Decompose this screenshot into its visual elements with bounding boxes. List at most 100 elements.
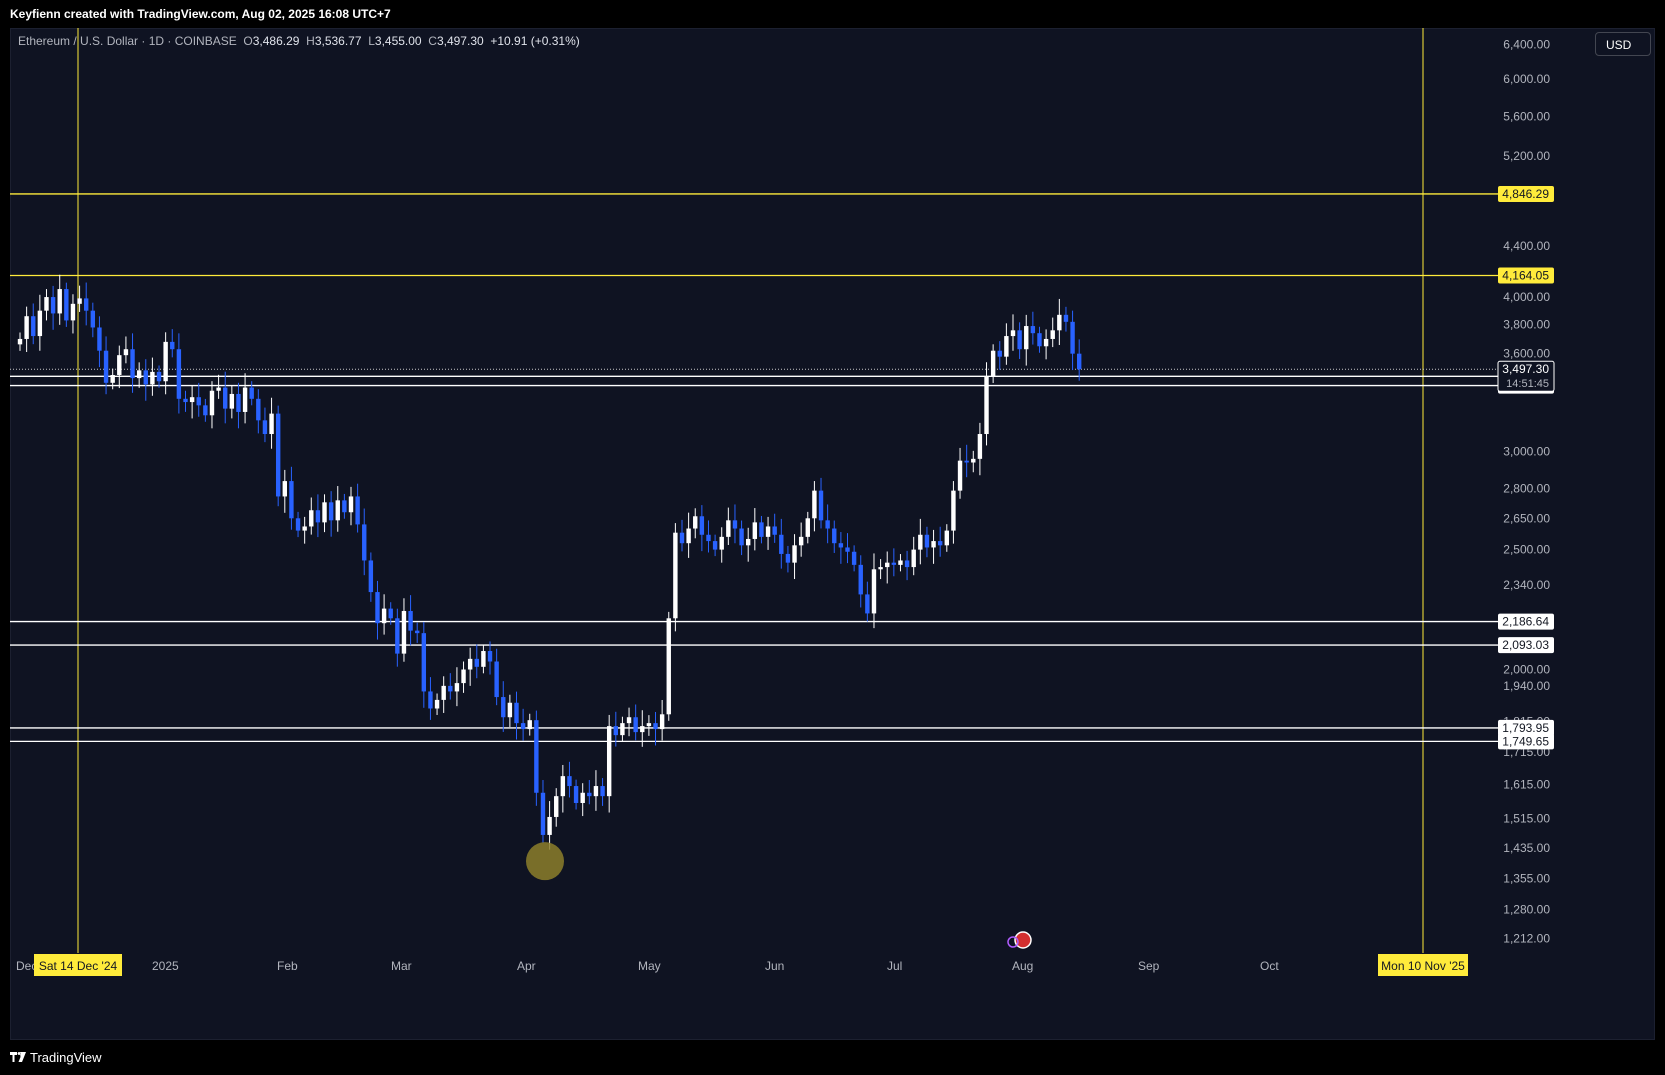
candle: [1057, 298, 1062, 346]
candle-body: [693, 516, 698, 529]
candle-body: [779, 534, 784, 554]
attribution-bar: Keyfienn created with TradingView.com, A…: [0, 0, 1665, 28]
candle: [567, 761, 572, 798]
date-marker-label: Mon 10 Nov '25: [1381, 959, 1465, 973]
candle-body: [441, 685, 446, 700]
y-tick-label: 2,000.00: [1503, 663, 1550, 677]
candle: [117, 345, 122, 389]
candle: [309, 497, 314, 535]
candle-body: [130, 349, 135, 379]
economic-event-icon: [1014, 931, 1032, 949]
candle: [606, 714, 612, 813]
candle: [176, 333, 182, 414]
candle-body: [957, 460, 963, 491]
candle-body: [865, 594, 870, 614]
candle-body: [309, 510, 314, 527]
candle: [17, 332, 23, 351]
candle-body: [223, 387, 228, 409]
y-tick-label: 1,280.00: [1503, 902, 1550, 916]
level-price-label: 2,093.03: [1502, 638, 1549, 652]
y-tick-label: 1,940.00: [1503, 679, 1550, 693]
candle: [388, 602, 393, 625]
candle-body: [904, 560, 910, 568]
candle-body: [368, 560, 374, 593]
candle: [534, 710, 539, 806]
level-price-label: 1,793.95: [1502, 721, 1549, 735]
low-circle-marker: [526, 842, 564, 881]
candle-body: [103, 350, 109, 383]
footer-bar: TradingView: [0, 1040, 1665, 1075]
candle: [573, 779, 579, 810]
candle-body: [600, 786, 605, 797]
candle: [461, 661, 466, 693]
y-tick-label: 5,200.00: [1503, 149, 1550, 163]
candle: [328, 491, 334, 537]
candle-body: [355, 496, 360, 525]
last-price-label: 3,497.30: [1502, 362, 1549, 376]
candle: [1043, 329, 1049, 360]
candle-body: [1010, 330, 1016, 337]
candle-body: [395, 618, 400, 654]
candle-body: [421, 633, 427, 692]
low-value: 3,455.00: [374, 34, 422, 48]
candle: [1050, 317, 1055, 348]
candle: [554, 788, 559, 827]
candle: [441, 676, 446, 713]
level-price-tag: [1498, 613, 1554, 630]
candle: [957, 447, 963, 499]
candle-body: [1017, 330, 1022, 350]
candle: [481, 644, 486, 674]
candle-body: [481, 651, 486, 667]
candle-body: [534, 720, 539, 793]
candle-body: [229, 393, 235, 409]
close-value: 3,497.30: [436, 34, 484, 48]
candle: [315, 494, 321, 538]
candle: [732, 504, 738, 544]
candle: [242, 373, 248, 424]
price-chart[interactable]: 6,400.00 6,000.00 5,600.00 5,200.00 4,400.00…: [10, 28, 1655, 1040]
candle-body: [527, 720, 532, 730]
candle: [335, 486, 340, 532]
candle-body: [891, 562, 897, 565]
candle: [467, 647, 473, 686]
y-tick-label: 6,400.00: [1503, 38, 1550, 52]
change-value: +10.91 (+0.31%): [490, 34, 580, 48]
candle: [289, 466, 294, 530]
currency-button[interactable]: USD: [1595, 32, 1651, 56]
candle: [183, 390, 188, 412]
y-tick-label: 2,800.00: [1503, 482, 1550, 496]
candle-body: [845, 547, 850, 552]
candle-body: [977, 434, 983, 459]
candle: [547, 801, 552, 850]
candle: [454, 667, 460, 707]
open-value: 3,486.29: [252, 34, 300, 48]
candle: [878, 559, 883, 580]
candle-body: [461, 669, 466, 684]
x-tick-label: Jul: [887, 959, 902, 973]
candle: [507, 694, 513, 727]
candle: [752, 508, 758, 551]
candle-body: [163, 341, 168, 382]
candle-body: [832, 528, 837, 544]
candle-body: [209, 390, 215, 416]
candle: [520, 708, 526, 741]
candle-body: [646, 723, 652, 727]
candle-body: [31, 316, 36, 337]
candle-body: [554, 796, 559, 817]
symbol-title: Ethereum / U.S. Dollar · 1D · COINBASE: [18, 34, 237, 48]
candle-body: [997, 350, 1002, 357]
candle: [77, 285, 82, 312]
candle: [514, 691, 519, 740]
candle-body: [798, 536, 804, 546]
candle-body: [686, 528, 691, 544]
candle-body: [772, 526, 777, 535]
candle: [580, 783, 585, 817]
candle: [229, 385, 235, 419]
candle: [1010, 314, 1016, 351]
candle: [560, 764, 566, 813]
candle-body: [706, 534, 711, 542]
candle: [944, 524, 949, 552]
candle: [421, 621, 427, 708]
y-tick-label: 1,355.00: [1503, 872, 1550, 886]
candle-body: [885, 562, 890, 568]
